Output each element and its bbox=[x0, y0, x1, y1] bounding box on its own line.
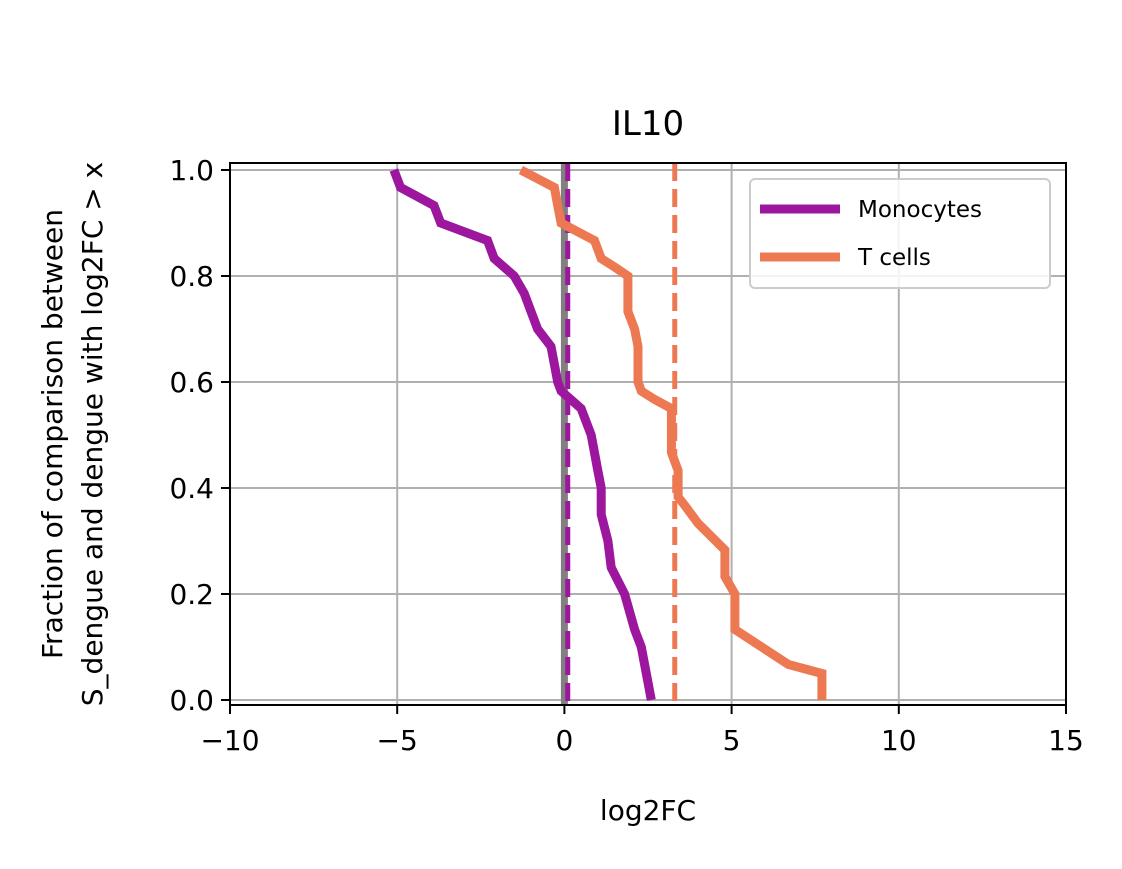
y-tick-label: 0.4 bbox=[169, 472, 214, 505]
y-tick-label: 0.6 bbox=[169, 366, 214, 399]
x-tick-label: −5 bbox=[377, 724, 418, 757]
x-tick-label: 15 bbox=[1048, 724, 1084, 757]
x-tick-label: 0 bbox=[555, 724, 573, 757]
x-axis: −10 −5 0 5 10 15 bbox=[200, 705, 1084, 757]
legend-label: Monocytes bbox=[858, 197, 982, 223]
chart-title: IL10 bbox=[612, 104, 684, 144]
y-axis-title-line1: Fraction of comparison between bbox=[36, 209, 69, 659]
series-line-monocytes bbox=[389, 168, 656, 701]
plot-frame bbox=[229, 162, 1067, 706]
series-line-t-cells bbox=[518, 166, 827, 700]
y-tick-label: 0.2 bbox=[169, 578, 214, 611]
legend-box bbox=[749, 178, 1051, 289]
legend-label: T cells bbox=[857, 245, 931, 271]
x-tick-label: 10 bbox=[881, 724, 917, 757]
y-axis: 0.0 0.2 0.4 0.6 0.8 1.0 bbox=[169, 154, 230, 717]
y-axis-title-line2: S_dengue and dengue with log2FC > x bbox=[76, 162, 109, 706]
y-tick-label: 1.0 bbox=[169, 154, 214, 187]
x-tick-label: 5 bbox=[723, 724, 741, 757]
y-tick-label: 0.0 bbox=[169, 684, 214, 717]
series-layer bbox=[389, 166, 827, 701]
x-axis-title: log2FC bbox=[600, 794, 696, 827]
legend: Monocytes T cells bbox=[749, 178, 1051, 289]
x-tick-label: −10 bbox=[200, 724, 259, 757]
y-tick-label: 0.8 bbox=[169, 260, 214, 293]
